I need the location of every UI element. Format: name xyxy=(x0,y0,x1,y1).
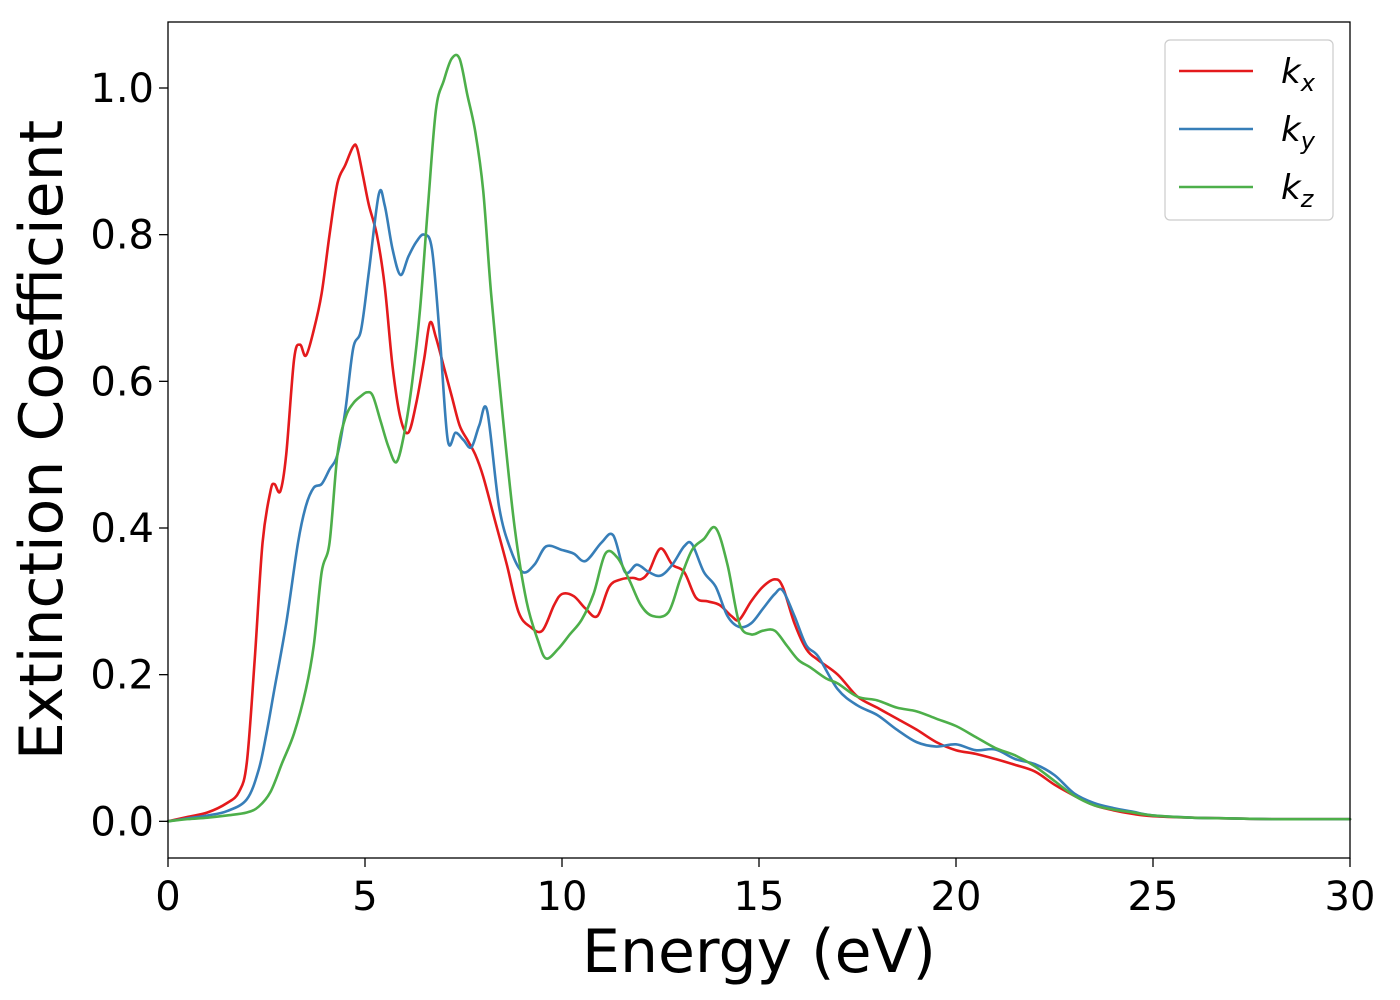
y-axis-title: Extinction Coefficient xyxy=(7,120,77,760)
y-tick-label: 0.6 xyxy=(90,359,154,405)
legend-label-z: kz xyxy=(1281,168,1315,213)
x-tick-label: 0 xyxy=(155,874,180,920)
series-layer xyxy=(166,53,1352,823)
y-tick-label: 0.0 xyxy=(90,799,154,845)
x-tick-label: 10 xyxy=(537,874,588,920)
y-axis-ticks: 0.0 0.2 0.4 0.6 0.8 1.0 xyxy=(90,66,168,845)
y-tick-label: 1.0 xyxy=(90,66,154,112)
series-line-z xyxy=(166,53,1352,823)
legend-label-x: kx xyxy=(1281,52,1316,97)
y-tick-label: 0.8 xyxy=(90,213,154,259)
x-axis-title: Energy (eV) xyxy=(582,917,936,987)
x-tick-label: 15 xyxy=(734,874,785,920)
x-tick-label: 30 xyxy=(1325,874,1376,920)
y-tick-label: 0.2 xyxy=(90,653,154,699)
legend: kx ky kz xyxy=(1164,39,1334,221)
y-tick-label: 0.4 xyxy=(90,506,154,552)
series-line-x xyxy=(166,143,1352,823)
legend-label-y: ky xyxy=(1281,110,1316,155)
x-tick-label: 5 xyxy=(352,874,377,920)
x-axis-ticks: 0 5 10 15 20 25 30 xyxy=(155,858,1375,920)
x-tick-label: 20 xyxy=(931,874,982,920)
x-tick-label: 25 xyxy=(1128,874,1179,920)
